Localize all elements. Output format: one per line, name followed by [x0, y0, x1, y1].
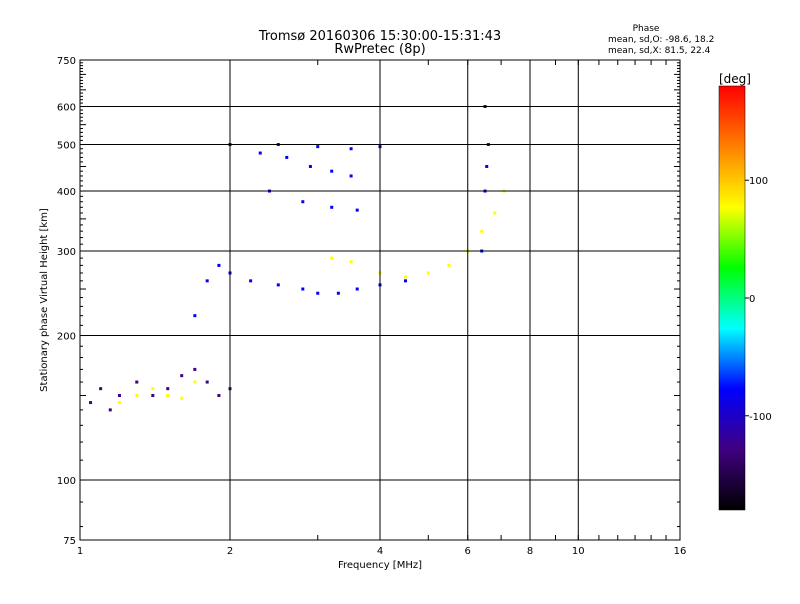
colorbar-tick-label: -100: [749, 412, 772, 423]
data-point: [485, 164, 489, 168]
data-point: [349, 260, 353, 264]
data-point: [205, 380, 209, 384]
data-point: [447, 263, 451, 267]
data-point: [493, 211, 497, 215]
y-tick-label: 750: [57, 56, 76, 67]
data-points: [89, 105, 506, 412]
y-axis-label: Stationary phase Virtual Height [km]: [39, 208, 50, 392]
colorbar-strip: [718, 85, 746, 511]
x-tick-label: 1: [77, 546, 83, 557]
data-point: [180, 396, 184, 400]
data-point: [355, 287, 359, 291]
data-point: [205, 279, 209, 283]
data-point: [135, 380, 139, 384]
data-point: [193, 367, 197, 371]
data-point: [117, 401, 121, 405]
y-tick-label: 200: [57, 332, 76, 343]
stats-heading: Phase: [633, 24, 660, 34]
data-point: [285, 155, 289, 159]
x-tick-label: 4: [377, 546, 383, 557]
x-tick-label: 10: [572, 546, 585, 557]
x-axis-label: Frequency [MHz]: [338, 560, 422, 571]
x-tick-label: 6: [465, 546, 471, 557]
y-tick-label: 100: [57, 476, 76, 487]
y-tick-label: 600: [57, 103, 76, 114]
data-point: [135, 394, 139, 398]
data-point: [308, 164, 312, 168]
data-point: [217, 263, 221, 267]
colorbar: 100 0 -100: [718, 85, 772, 511]
data-point: [403, 279, 407, 283]
data-point: [249, 279, 253, 283]
data-point: [330, 205, 334, 209]
stats-x-mode: mean, sd,X: 81.5, 22.4: [608, 46, 711, 56]
data-point: [316, 145, 320, 149]
y-tick-label: 75: [63, 536, 76, 547]
data-point: [258, 151, 262, 155]
grid-lines: [80, 60, 680, 540]
data-point: [166, 394, 170, 398]
data-point: [301, 287, 305, 291]
data-point: [330, 256, 334, 260]
data-point: [349, 147, 353, 151]
axes: 1 2 4 6 8 10 16 75 100 200 300 400 500 600 750: [57, 56, 686, 557]
data-point: [349, 174, 353, 178]
data-point: [336, 291, 340, 295]
colorbar-tick-label: 0: [749, 294, 755, 305]
data-point: [193, 314, 197, 318]
colorbar-label: [deg]: [719, 72, 751, 86]
x-tick-label: 8: [527, 546, 533, 557]
data-point: [316, 291, 320, 295]
data-point: [151, 394, 155, 398]
data-point: [301, 200, 305, 204]
chart-subtitle: RwPretec (8p): [334, 42, 425, 57]
data-point: [151, 387, 155, 391]
data-point: [330, 169, 334, 173]
stats-o-mode: mean, sd,O: -98.6, 18.2: [608, 35, 714, 45]
data-point: [180, 374, 184, 378]
colorbar-tick-label: 100: [749, 176, 768, 187]
x-tick-label: 2: [227, 546, 233, 557]
data-point: [217, 394, 221, 398]
data-point: [426, 271, 430, 275]
y-tick-label: 500: [57, 141, 76, 152]
data-point: [166, 387, 170, 391]
data-point: [193, 380, 197, 384]
data-point: [108, 408, 112, 412]
data-point: [355, 208, 359, 212]
data-point: [276, 283, 280, 287]
y-tick-label: 300: [57, 247, 76, 258]
y-tick-label: 400: [57, 187, 76, 198]
data-point: [89, 401, 93, 405]
data-point: [403, 275, 407, 279]
data-point: [480, 229, 484, 233]
data-point: [99, 387, 103, 391]
data-point: [117, 394, 121, 398]
x-tick-label: 16: [674, 546, 687, 557]
chart-title: Tromsø 20160306 15:30:00-15:31:43: [258, 29, 501, 44]
